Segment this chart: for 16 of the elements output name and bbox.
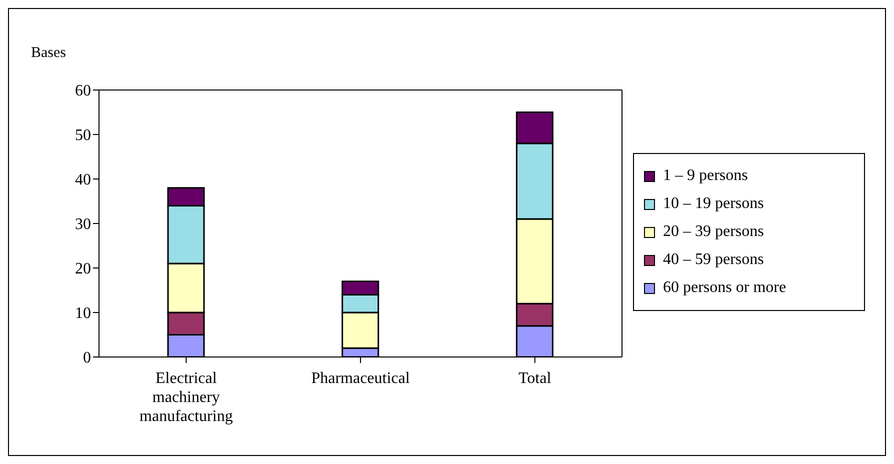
legend-label: 1 – 9 persons bbox=[663, 167, 748, 185]
y-tick-label: 10 bbox=[75, 305, 91, 322]
y-tick-label: 30 bbox=[75, 216, 91, 234]
legend-label: 20 – 39 persons bbox=[663, 223, 764, 241]
legend-label: 40 – 59 persons bbox=[663, 251, 764, 269]
x-tick-label: Pharmaceutical bbox=[311, 370, 410, 387]
legend-label: 60 persons or more bbox=[663, 279, 786, 297]
x-tick-label: Electrical machinery manufacturing bbox=[140, 370, 233, 425]
x-tick-label: Total bbox=[518, 370, 552, 387]
y-tick-label: 50 bbox=[75, 127, 91, 144]
y-tick-label: 40 bbox=[75, 172, 91, 189]
y-tick-label: 60 bbox=[75, 82, 91, 100]
y-axis-title: Bases bbox=[31, 45, 66, 62]
legend-label: 10 – 19 persons bbox=[663, 195, 764, 213]
y-tick-label: 20 bbox=[75, 260, 91, 278]
y-tick-label: 0 bbox=[83, 350, 91, 367]
